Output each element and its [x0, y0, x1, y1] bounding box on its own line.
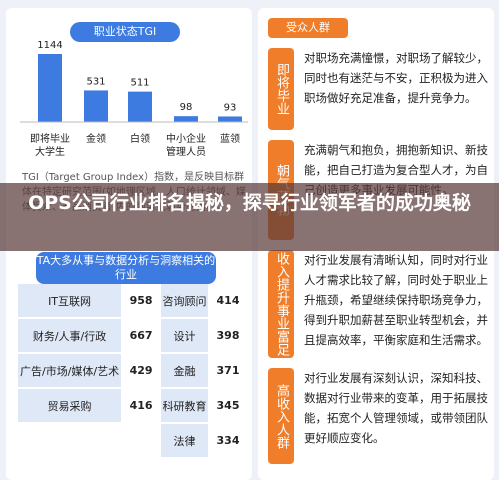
- table-cell: 398: [210, 319, 246, 352]
- audience-group: 即将毕业 对职场充满憧憬，对职场了解较少，同时也有迷茫与不安，正积极为进入职场做好…: [268, 48, 490, 130]
- table-cell: IT互联网: [18, 284, 122, 317]
- bar: [174, 116, 198, 122]
- audience-header: 受众人群: [268, 18, 348, 38]
- bar-chart: 1144 即将毕业大学生 531 金领 511 白领 98 中小企业管理人员 93 蓝领: [20, 40, 248, 158]
- group-label: 即将毕业: [268, 48, 294, 130]
- bar-label: 金领: [86, 132, 106, 145]
- audience-group: 高收入人群 对行业发展有深刻认识，深知科技、数据对行业带来的变革，用于拓展技能，拓…: [268, 368, 490, 464]
- table-cell: 设计: [161, 319, 208, 352]
- group-label: 高收入人群: [268, 368, 294, 464]
- bar: [218, 116, 242, 122]
- table-row: IT互联网 958 咨询顾问 414: [18, 284, 246, 317]
- table-row: 广告/市场/媒体/艺术 429 金融 371: [18, 354, 246, 387]
- table-cell: 958: [123, 284, 160, 317]
- table-cell: 416: [123, 389, 160, 422]
- bar: [128, 91, 152, 122]
- bar-value: 1144: [37, 40, 62, 51]
- bar-label: 中小企业管理人员: [166, 132, 206, 158]
- table-cell: 667: [123, 319, 160, 352]
- bar-value: 511: [130, 78, 149, 89]
- table-cell: [123, 424, 159, 457]
- table-cell: 广告/市场/媒体/艺术: [18, 354, 122, 387]
- group-text: 对职场充满憧憬，对职场了解较少，同时也有迷茫与不安，正积极为进入职场做好充足准备…: [304, 51, 488, 105]
- group-text: 对行业发展有深刻认识，深知科技、数据对行业带来的变革，用于拓展技能，拓宽个人管理…: [304, 371, 488, 445]
- table-cell: 贸易采购: [18, 389, 122, 422]
- table-cell: 咨询顾问: [161, 284, 208, 317]
- table-cell: [18, 424, 121, 457]
- title-banner: OPS公司行业排名揭秘，探寻行业领军者的成功奥秘: [0, 183, 499, 251]
- group-text: 对行业发展有清晰认知，同时对行业人才需求比较了解，同时处于职业上升瓶颈，希望继续…: [304, 253, 488, 347]
- bar-value: 93: [224, 102, 237, 113]
- table-cell: 429: [123, 354, 160, 387]
- table-cell: 科研教育: [161, 389, 208, 422]
- group-label: 收入提升事业富足: [268, 250, 294, 358]
- tgi-header: 职业状态TGI: [70, 22, 180, 42]
- table-row: 财务/人事/行政 667 设计 398: [18, 319, 246, 352]
- bar: [84, 90, 108, 122]
- bar: [38, 54, 62, 122]
- bar-label: 即将毕业大学生: [30, 132, 70, 158]
- bar-label: 蓝领: [220, 132, 240, 145]
- table-cell: 345: [210, 389, 246, 422]
- table-cell: 414: [210, 284, 246, 317]
- table-row: 贸易采购 416 科研教育 345: [18, 389, 246, 422]
- bar-value: 98: [180, 102, 193, 113]
- bar-value: 531: [86, 76, 105, 87]
- industry-header: TA大多从事与数据分析与洞察相关的行业: [36, 252, 216, 284]
- industry-table: IT互联网 958 咨询顾问 414 财务/人事/行政 667 设计 398 广告/市场/媒体/…: [16, 282, 248, 459]
- table-cell: 法律: [161, 424, 208, 457]
- table-row: 法律 334: [18, 424, 246, 457]
- table-cell: 334: [210, 424, 246, 457]
- table-cell: 371: [210, 354, 246, 387]
- audience-group: 收入提升事业富足 对行业发展有清晰认知，同时对行业人才需求比较了解，同时处于职业上…: [268, 250, 490, 358]
- table-cell: 财务/人事/行政: [18, 319, 122, 352]
- bar-label: 白领: [130, 132, 150, 145]
- table-cell: 金融: [161, 354, 208, 387]
